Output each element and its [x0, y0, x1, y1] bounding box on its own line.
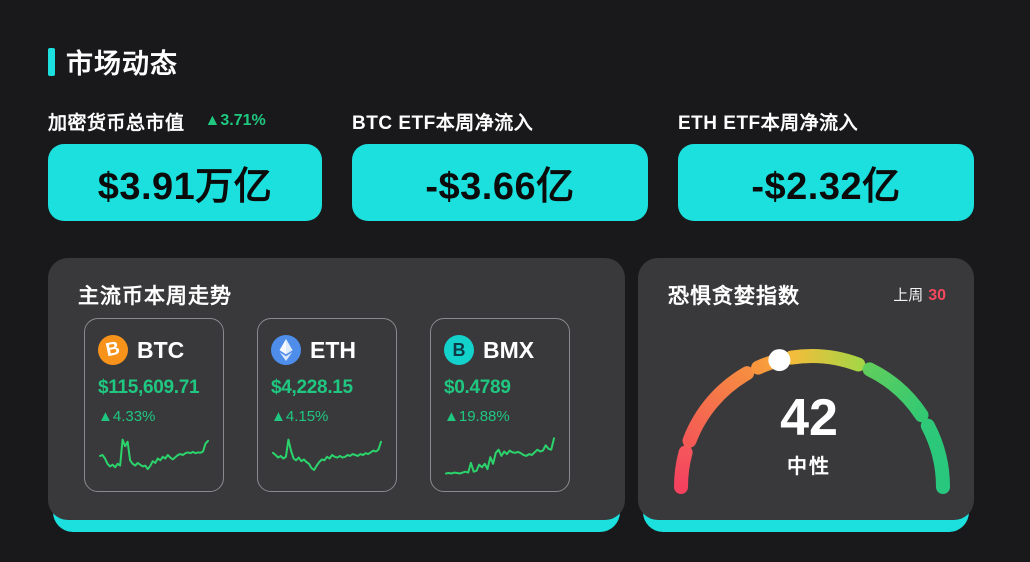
header: 市场动态	[48, 42, 178, 81]
coin-price: $0.4789	[444, 377, 511, 398]
stat-btc-etf-netflow: BTC ETF本周净流入 -$3.66亿	[352, 108, 648, 221]
fear-greed-gauge-chart	[673, 349, 951, 494]
stat-value: -$3.66亿	[425, 166, 575, 208]
last-week-label: 上周	[893, 287, 924, 304]
coin-price: $4,228.15	[271, 377, 353, 398]
coins-row: B BTC $115,609.71 ▲4.33% ETH	[84, 318, 570, 492]
gauge-value: 42	[780, 389, 838, 447]
stat-label: ETH ETF本周净流入	[678, 112, 859, 134]
eth-icon	[271, 335, 301, 365]
trend-panel: 主流币本周走势 B BTC $115,609.71 ▲4.33%	[48, 258, 625, 520]
gauge-value-label: 中性	[787, 456, 831, 478]
eth-sparkline-chart	[272, 438, 382, 471]
gauge-panel: 恐惧贪婪指数 上周 30 42 中性	[638, 258, 974, 520]
stat-value-card: -$3.66亿	[352, 144, 648, 221]
stat-total-marketcap: 加密货币总市值 ▲3.71% $3.91万亿	[48, 108, 322, 221]
gauge-indicator-dot	[768, 349, 791, 372]
coin-symbol: BMX	[483, 336, 535, 363]
coin-card-eth[interactable]: ETH $4,228.15 ▲4.15%	[257, 318, 397, 492]
coin-card-bmx[interactable]: B BMX $0.4789 ▲19.88%	[430, 318, 570, 492]
page-title: 市场动态	[66, 49, 178, 79]
bmx-icon: B	[444, 335, 474, 365]
trend-panel-title: 主流币本周走势	[78, 285, 232, 308]
bmx-sparkline-chart	[445, 437, 555, 475]
gauge-panel-wrap: 恐惧贪婪指数 上周 30 42 中性	[638, 258, 974, 532]
stat-value-card: $3.91万亿	[48, 144, 322, 221]
last-week-value: 30	[928, 287, 946, 304]
coin-card-btc[interactable]: B BTC $115,609.71 ▲4.33%	[84, 318, 224, 492]
coin-change: ▲4.33%	[98, 408, 156, 425]
trend-panel-wrap: 主流币本周走势 B BTC $115,609.71 ▲4.33%	[48, 258, 625, 532]
btc-icon: B	[98, 335, 128, 365]
stat-value-card: -$2.32亿	[678, 144, 974, 221]
stat-eth-etf-netflow: ETH ETF本周净流入 -$2.32亿	[678, 108, 974, 221]
last-week-row: 上周 30	[893, 284, 946, 305]
accent-bar-icon	[48, 47, 55, 76]
coin-change: ▲4.15%	[271, 408, 329, 425]
stat-value: -$2.32亿	[751, 166, 901, 208]
stat-value: $3.91万亿	[97, 166, 273, 208]
coin-price: $115,609.71	[98, 377, 200, 398]
stat-change-badge: ▲3.71%	[204, 112, 266, 129]
coin-change: ▲19.88%	[444, 408, 510, 425]
coin-symbol: BTC	[137, 336, 185, 363]
gauge-panel-title: 恐惧贪婪指数	[668, 285, 800, 308]
coin-symbol: ETH	[310, 336, 356, 363]
btc-sparkline-chart	[99, 438, 209, 471]
stat-label: 加密货币总市值	[48, 112, 185, 134]
stat-label: BTC ETF本周净流入	[352, 112, 534, 134]
